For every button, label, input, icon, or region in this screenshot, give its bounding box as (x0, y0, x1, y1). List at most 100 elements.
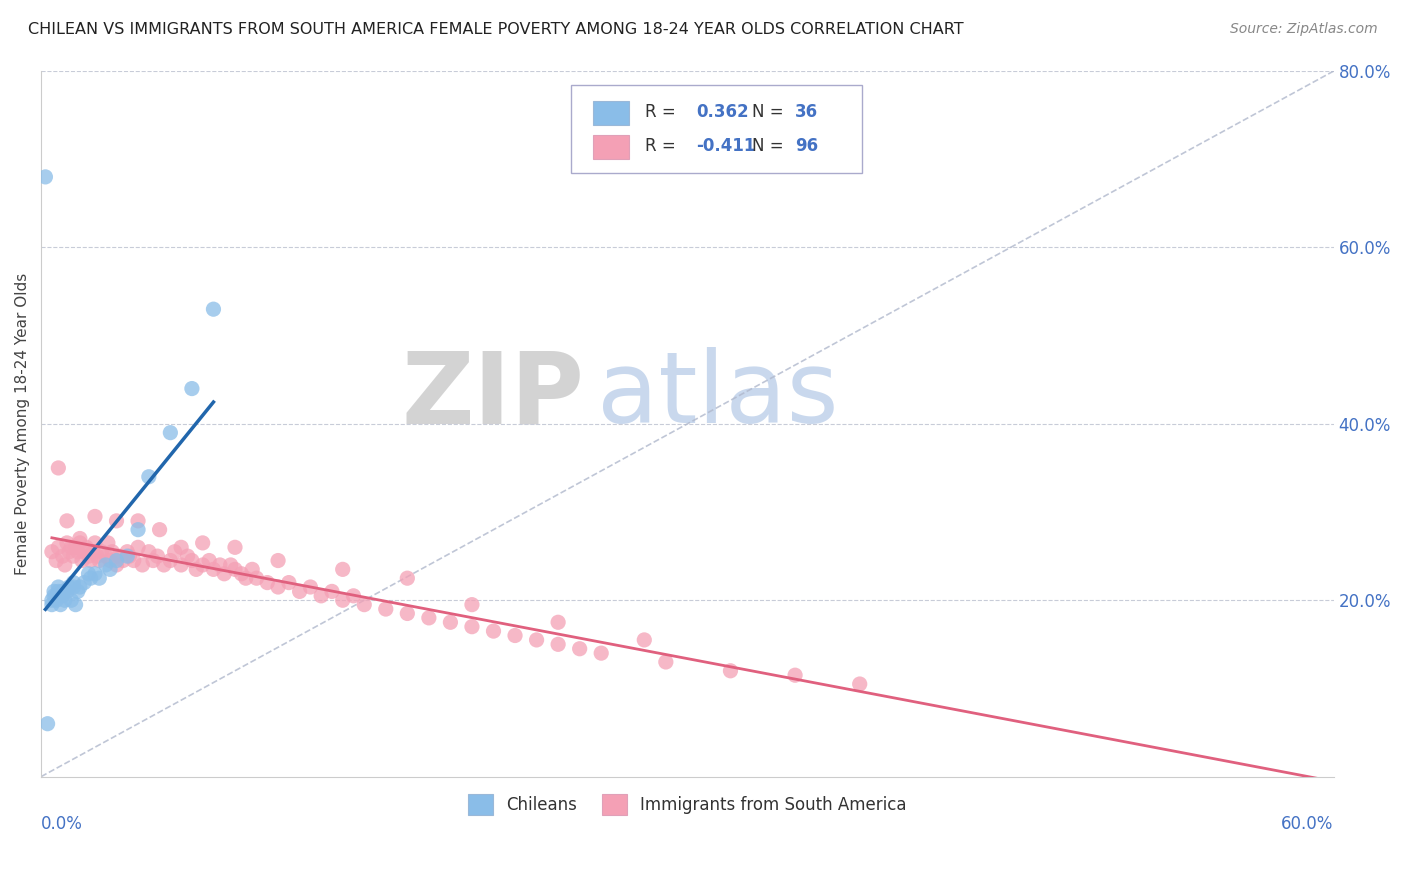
Point (309, 589, 332, 603)
Point (149, 523, 172, 537)
Point (848, 677, 870, 691)
Point (111, 553, 134, 567)
Point (105, 558, 128, 572)
Point (122, 553, 145, 567)
Point (62, 549, 84, 563)
Point (90, 545, 112, 559)
Text: -0.411: -0.411 (696, 136, 756, 155)
Point (66, 584, 89, 599)
Point (118, 549, 141, 563)
Point (159, 553, 181, 567)
Point (240, 562, 263, 576)
Point (321, 584, 343, 599)
Point (526, 632, 548, 647)
Point (231, 566, 253, 581)
Point (56, 584, 79, 599)
Text: ZIP: ZIP (401, 347, 583, 444)
Point (53, 558, 76, 572)
Point (783, 668, 806, 682)
Point (49, 598, 72, 612)
Text: R =: R = (645, 103, 681, 121)
Point (127, 523, 149, 537)
Point (117, 549, 139, 563)
Point (127, 514, 149, 528)
Point (89, 571, 111, 585)
Point (655, 655, 678, 669)
Point (89, 553, 111, 567)
Point (69, 580, 91, 594)
Bar (593, 136, 630, 160)
Point (53, 593, 76, 607)
Point (79, 553, 101, 567)
Point (180, 553, 202, 567)
Point (46, 580, 69, 594)
Point (97, 536, 120, 550)
Point (202, 302, 225, 317)
Point (461, 598, 484, 612)
Point (256, 575, 278, 590)
Point (37, 716, 59, 731)
Point (170, 541, 193, 555)
Point (41, 545, 63, 559)
Point (353, 598, 375, 612)
Point (146, 549, 169, 563)
Point (288, 584, 311, 599)
Point (633, 632, 655, 647)
Point (131, 558, 153, 572)
Point (186, 562, 208, 576)
Point (79, 571, 101, 585)
Point (396, 571, 419, 585)
Point (191, 558, 214, 572)
Point (374, 602, 396, 616)
Text: CHILEAN VS IMMIGRANTS FROM SOUTH AMERICA FEMALE POVERTY AMONG 18-24 YEAR OLDS CO: CHILEAN VS IMMIGRANTS FROM SOUTH AMERICA… (28, 22, 963, 37)
Point (41, 598, 63, 612)
Point (52, 549, 75, 563)
Point (46, 541, 69, 555)
Point (56, 536, 79, 550)
Text: 96: 96 (794, 136, 818, 155)
Point (60, 541, 83, 555)
Point (202, 562, 225, 576)
Point (418, 611, 440, 625)
Point (720, 664, 742, 678)
Point (60, 593, 83, 607)
Point (45, 589, 67, 603)
Point (84, 509, 107, 524)
Point (46, 584, 69, 599)
Point (42, 584, 65, 599)
Point (62, 575, 84, 590)
Text: 36: 36 (794, 103, 818, 121)
Point (267, 580, 290, 594)
Point (58, 580, 80, 594)
Point (138, 545, 160, 559)
Point (62, 580, 84, 594)
Point (332, 562, 354, 576)
Point (46, 461, 69, 475)
Point (224, 541, 246, 555)
Point (299, 580, 322, 594)
Point (224, 562, 246, 576)
Point (212, 566, 235, 581)
Point (235, 571, 257, 585)
Point (94, 558, 117, 572)
Point (34, 169, 56, 184)
Point (73, 545, 96, 559)
Point (342, 589, 364, 603)
Point (159, 425, 181, 440)
Point (75, 541, 97, 555)
Point (547, 637, 569, 651)
Point (198, 553, 221, 567)
Text: 60.0%: 60.0% (1281, 815, 1334, 833)
Text: 0.0%: 0.0% (41, 815, 83, 833)
Point (45, 593, 67, 607)
Point (69, 536, 91, 550)
Point (219, 558, 242, 572)
Point (73, 575, 96, 590)
Y-axis label: Female Poverty Among 18-24 Year Olds: Female Poverty Among 18-24 Year Olds (15, 273, 30, 575)
Point (77, 549, 100, 563)
Point (94, 549, 117, 563)
Point (84, 536, 107, 550)
Point (191, 536, 214, 550)
Point (56, 514, 79, 528)
Point (547, 615, 569, 630)
